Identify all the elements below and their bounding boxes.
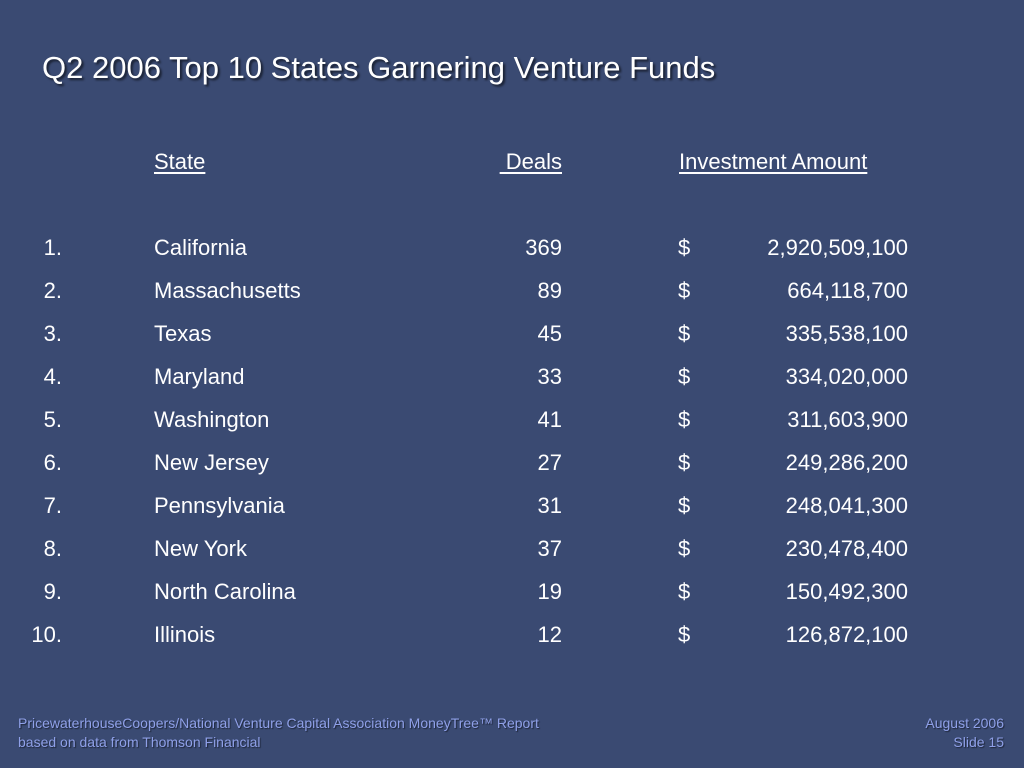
slide-title: Q2 2006 Top 10 States Garnering Venture … <box>42 50 716 85</box>
deals-cell: 369 <box>525 235 562 260</box>
currency-symbol: $ <box>678 450 691 475</box>
deals-cell: 89 <box>537 278 562 303</box>
table-row: 7. Pennsylvania 31 $ 248,041,300 <box>0 487 1024 530</box>
amount-cell: 335,538,100 <box>785 321 908 346</box>
amount-cell: 150,492,300 <box>785 579 908 604</box>
header-investment-amount: Investment Amount <box>679 149 868 174</box>
amount-cell: 249,286,200 <box>785 450 908 475</box>
deals-cell: 33 <box>537 364 562 389</box>
table-row: 4. Maryland 33 $ 334,020,000 <box>0 358 1024 401</box>
state-cell: Washington <box>154 407 270 432</box>
state-cell: North Carolina <box>154 579 296 604</box>
amount-cell: 311,603,900 <box>787 407 908 432</box>
currency-symbol: $ <box>678 278 691 303</box>
deals-cell: 19 <box>537 579 562 604</box>
slide-number: Slide 15 <box>953 734 1004 750</box>
state-cell: California <box>154 235 247 260</box>
deals-cell: 31 <box>537 493 562 518</box>
rank-cell: 1. <box>43 235 62 260</box>
footer-meta: August 2006 Slide 15 <box>925 714 1004 752</box>
amount-cell: 664,118,700 <box>787 278 908 303</box>
currency-symbol: $ <box>678 407 691 432</box>
amount-cell: 230,478,400 <box>785 536 908 561</box>
table-row: 9. North Carolina 19 $ 150,492,300 <box>0 573 1024 616</box>
rank-cell: 4. <box>43 364 62 389</box>
header-deals: Deals <box>499 149 562 174</box>
amount-cell: 248,041,300 <box>785 493 908 518</box>
rank-cell: 6. <box>43 450 62 475</box>
currency-symbol: $ <box>678 493 691 518</box>
currency-symbol: $ <box>678 622 691 647</box>
table-row: 3. Texas 45 $ 335,538,100 <box>0 315 1024 358</box>
currency-symbol: $ <box>678 364 691 389</box>
currency-symbol: $ <box>678 321 691 346</box>
state-cell: Maryland <box>154 364 245 389</box>
table-row: 10. Illinois 12 $ 126,872,100 <box>0 616 1024 659</box>
rank-cell: 7. <box>43 493 62 518</box>
table-row: 1. California 369 $ 2,920,509,100 <box>0 229 1024 272</box>
amount-cell: 334,020,000 <box>785 364 908 389</box>
table-row: 5. Washington 41 $ 311,603,900 <box>0 401 1024 444</box>
rank-cell: 5. <box>43 407 62 432</box>
amount-cell: 2,920,509,100 <box>767 235 908 260</box>
rank-cell: 2. <box>43 278 62 303</box>
rank-cell: 8. <box>43 536 62 561</box>
currency-symbol: $ <box>678 579 691 604</box>
state-cell: New Jersey <box>154 450 269 475</box>
deals-cell: 41 <box>537 407 562 432</box>
deals-cell: 37 <box>537 536 562 561</box>
table-row: 6. New Jersey 27 $ 249,286,200 <box>0 444 1024 487</box>
currency-symbol: $ <box>678 235 691 260</box>
footer-source-line-2: based on data from Thomson Financial <box>18 734 261 750</box>
deals-cell: 45 <box>537 321 562 346</box>
table-row: 2. Massachusetts 89 $ 664,118,700 <box>0 272 1024 315</box>
header-state: State <box>154 149 206 174</box>
table-row: 8. New York 37 $ 230,478,400 <box>0 530 1024 573</box>
footer-source: PricewaterhouseCoopers/National Venture … <box>18 714 539 752</box>
rank-cell: 10. <box>31 622 62 647</box>
currency-symbol: $ <box>678 536 691 561</box>
state-cell: Massachusetts <box>154 278 301 303</box>
deals-cell: 12 <box>537 622 562 647</box>
footer-source-line-1: PricewaterhouseCoopers/National Venture … <box>18 715 539 731</box>
data-table: 1. California 369 $ 2,920,509,100 2. Mas… <box>0 229 1024 659</box>
deals-cell: 27 <box>537 450 562 475</box>
state-cell: Texas <box>154 321 212 346</box>
state-cell: New York <box>154 536 247 561</box>
rank-cell: 9. <box>43 579 62 604</box>
state-cell: Pennsylvania <box>154 493 285 518</box>
amount-cell: 126,872,100 <box>785 622 908 647</box>
state-cell: Illinois <box>154 622 216 647</box>
rank-cell: 3. <box>43 321 62 346</box>
footer-date: August 2006 <box>925 715 1004 731</box>
